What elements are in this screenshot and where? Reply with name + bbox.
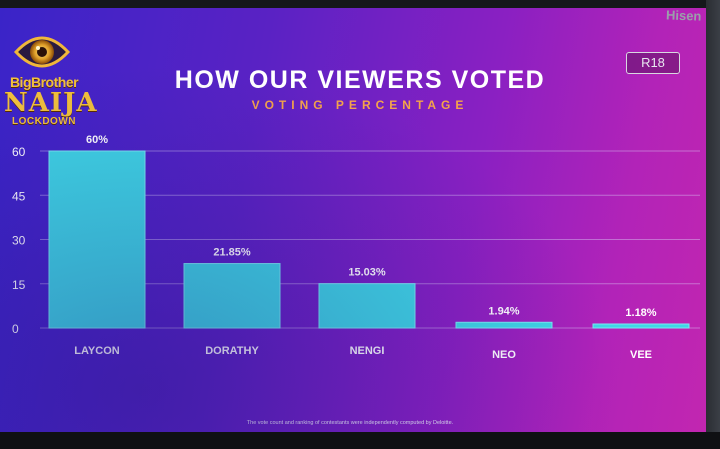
bar-value-label: 1.18% xyxy=(625,307,656,319)
logo-text-naija: NAIJA xyxy=(4,88,98,118)
eye-logo-icon xyxy=(13,30,71,74)
y-tick-label: 45 xyxy=(12,189,26,203)
broadcast-screen: BigBrother NAIJA LOCKDOWN HOW OUR VIEWER… xyxy=(0,8,706,432)
x-category-label: NENGI xyxy=(350,345,385,357)
y-tick-label: 60 xyxy=(12,145,26,159)
x-category-label: NEO xyxy=(492,349,516,361)
y-tick-label: 15 xyxy=(12,278,26,292)
y-tick-label: 0 xyxy=(12,322,19,336)
footnote: The vote count and ranking of contestant… xyxy=(246,420,454,426)
bar-neo xyxy=(455,321,553,329)
bar-nengi xyxy=(318,283,416,329)
x-category-label: LAYCON xyxy=(74,345,119,357)
y-tick-label: 30 xyxy=(12,234,26,248)
show-logo: BigBrother NAIJA LOCKDOWN xyxy=(4,30,98,130)
x-category-label: VEE xyxy=(630,349,652,361)
tv-bezel-right xyxy=(706,0,720,449)
bar-dorathy xyxy=(183,263,281,329)
bar-value-label: 21.85% xyxy=(213,247,251,259)
tv-brand-label: Hisen xyxy=(665,7,702,24)
logo-text-lockdown: LOCKDOWN xyxy=(12,116,76,127)
age-rating-badge: R18 xyxy=(626,52,680,74)
bar-value-label: 15.03% xyxy=(348,267,386,279)
bar-chart: 0 15 30 45 60 60% LAYCON 21.85% DORATHY 15.03% NEN… xyxy=(12,134,700,361)
x-category-label: DORATHY xyxy=(205,345,259,357)
bar-vee xyxy=(592,323,690,329)
chart-title: HOW OUR VIEWERS VOTED xyxy=(174,66,546,94)
bar-value-label: 60% xyxy=(86,134,108,146)
logo-text-bigbrother: BigBrother xyxy=(9,74,79,90)
chart-subtitle: VOTING PERCENTAGE xyxy=(251,98,469,112)
tv-bezel-bottom xyxy=(0,432,720,449)
bar-value-label: 1.94% xyxy=(488,305,519,317)
bar-laycon xyxy=(48,150,146,329)
